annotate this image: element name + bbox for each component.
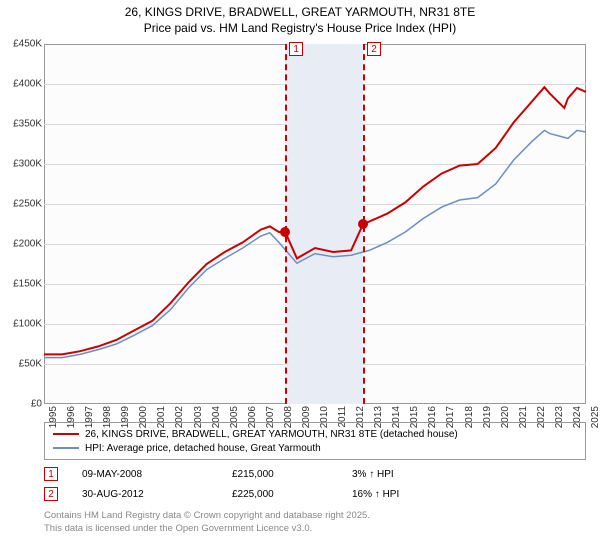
- x-axis-label: 2025: [590, 406, 600, 436]
- y-axis-label: £400K: [0, 79, 42, 90]
- legend-swatch: [53, 433, 79, 435]
- sale-index-box: 1: [44, 467, 58, 481]
- sale-date: 09-MAY-2008: [82, 469, 232, 480]
- chart-plot: 12: [44, 44, 586, 404]
- sale-marker-dot: [280, 227, 290, 237]
- y-axis-label: £300K: [0, 159, 42, 170]
- sale-price: £225,000: [232, 489, 352, 500]
- sale-hpi-diff: 3% ↑ HPI: [352, 469, 394, 480]
- sale-hpi-diff: 16% ↑ HPI: [352, 489, 399, 500]
- sale-marker-line: [285, 44, 287, 404]
- sale-marker-label: 1: [289, 42, 303, 56]
- sale-marker-dot: [358, 219, 368, 229]
- sale-index-box: 2: [44, 487, 58, 501]
- y-axis-label: £0: [0, 399, 42, 410]
- series-line-hpi: [44, 130, 586, 357]
- y-axis-label: £450K: [0, 39, 42, 50]
- legend-item: 26, KINGS DRIVE, BRADWELL, GREAT YARMOUT…: [53, 427, 577, 441]
- sale-date: 30-AUG-2012: [82, 489, 232, 500]
- series-line-price_paid: [44, 87, 586, 354]
- y-axis-label: £50K: [0, 359, 42, 370]
- y-axis-label: £350K: [0, 119, 42, 130]
- chart-title: 26, KINGS DRIVE, BRADWELL, GREAT YARMOUT…: [0, 0, 600, 36]
- legend-item: HPI: Average price, detached house, Grea…: [53, 441, 577, 455]
- sale-row: 2 30-AUG-2012£225,00016% ↑ HPI: [44, 484, 586, 504]
- legend-label: 26, KINGS DRIVE, BRADWELL, GREAT YARMOUT…: [85, 429, 458, 440]
- y-axis-label: £200K: [0, 239, 42, 250]
- footer-attribution: Contains HM Land Registry data © Crown c…: [44, 510, 370, 536]
- sale-table: 1 09-MAY-2008£215,0003% ↑ HPI 2 30-AUG-2012…: [44, 464, 586, 504]
- sale-price: £215,000: [232, 469, 352, 480]
- chart-legend: 26, KINGS DRIVE, BRADWELL, GREAT YARMOUT…: [44, 422, 586, 460]
- y-axis-label: £100K: [0, 319, 42, 330]
- sale-marker-label: 2: [367, 42, 381, 56]
- y-axis-label: £250K: [0, 199, 42, 210]
- title-line2: Price paid vs. HM Land Registry's House …: [144, 21, 456, 35]
- legend-swatch: [53, 447, 79, 449]
- chart-lines: [44, 44, 586, 404]
- y-axis-label: £150K: [0, 279, 42, 290]
- title-line1: 26, KINGS DRIVE, BRADWELL, GREAT YARMOUT…: [125, 5, 476, 19]
- legend-label: HPI: Average price, detached house, Grea…: [85, 443, 321, 454]
- sale-row: 1 09-MAY-2008£215,0003% ↑ HPI: [44, 464, 586, 484]
